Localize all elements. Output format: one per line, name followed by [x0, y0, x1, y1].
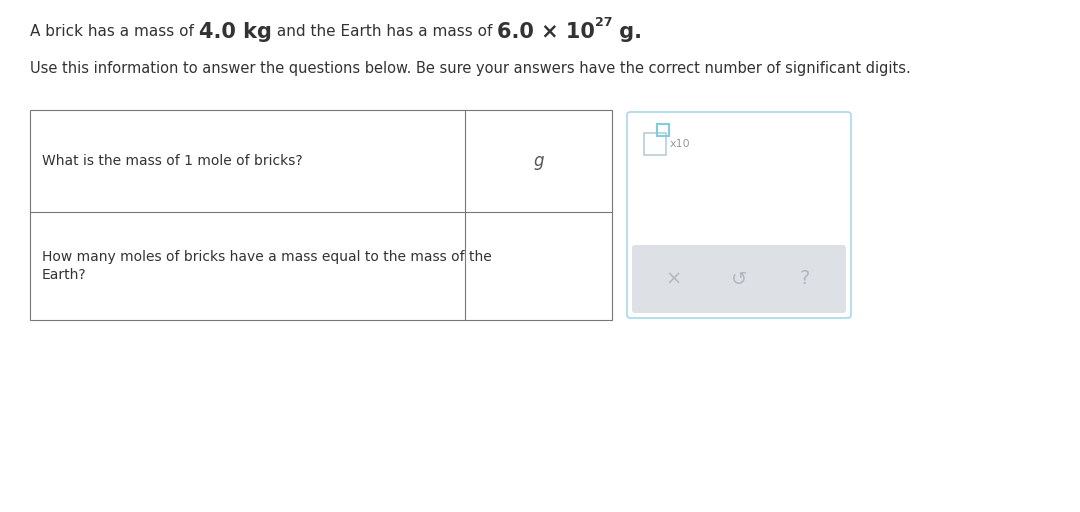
FancyBboxPatch shape: [632, 245, 846, 313]
Text: 27: 27: [595, 16, 612, 30]
Text: Use this information to answer the questions below. Be sure your answers have th: Use this information to answer the quest…: [30, 60, 910, 75]
Text: g.: g.: [612, 22, 643, 42]
Bar: [657, 124, 669, 136]
Text: and the Earth has a mass of: and the Earth has a mass of: [272, 25, 497, 39]
Text: x10: x10: [670, 139, 690, 149]
Text: A brick has a mass of: A brick has a mass of: [30, 25, 199, 39]
Text: Earth?: Earth?: [42, 268, 86, 282]
FancyBboxPatch shape: [627, 112, 851, 318]
Text: ↺: ↺: [731, 269, 747, 288]
Text: How many moles of bricks have a mass equal to the mass of the: How many moles of bricks have a mass equ…: [42, 250, 491, 264]
Text: 6.0 × 10: 6.0 × 10: [497, 22, 595, 42]
Text: 4.0 kg: 4.0 kg: [199, 22, 272, 42]
Text: ?: ?: [799, 269, 810, 288]
Text: ×: ×: [665, 269, 681, 288]
Text: g: g: [534, 152, 543, 170]
Text: What is the mass of 1 mole of bricks?: What is the mass of 1 mole of bricks?: [42, 154, 302, 168]
Bar: [644, 133, 666, 155]
Bar: [30, 110, 612, 320]
